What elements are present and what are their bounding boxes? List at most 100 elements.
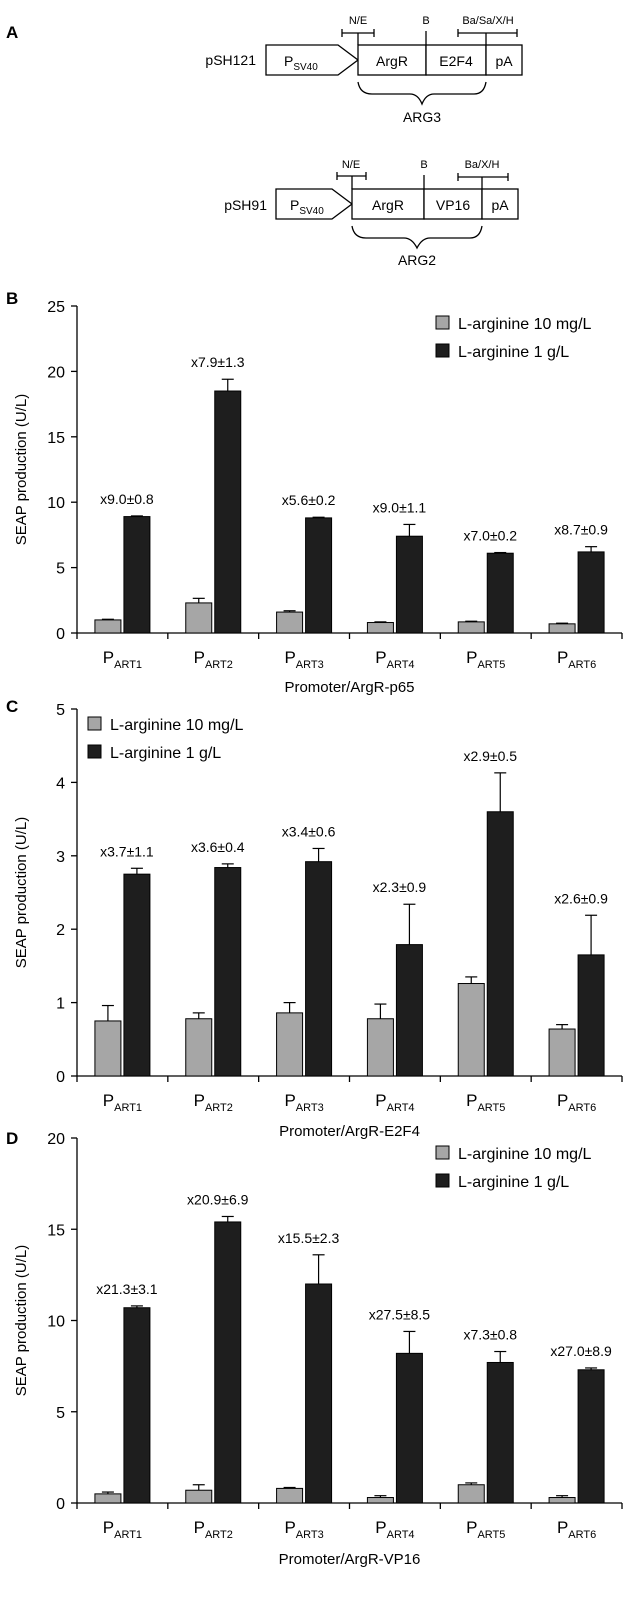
x-axis-label: Promoter/ArgR-p65: [284, 679, 414, 696]
x-tick-label: PART2: [194, 1091, 233, 1114]
y-tick-label: 20: [47, 364, 65, 381]
legend-swatch: [87, 716, 102, 731]
bar-low: [94, 1493, 122, 1504]
bar-high: [486, 1361, 514, 1504]
bar-high: [577, 954, 605, 1077]
bar-high: [577, 551, 605, 634]
legend-swatch: [435, 315, 450, 330]
y-tick-label: 5: [56, 702, 65, 719]
bar-high: [305, 861, 333, 1077]
data-annotation: x27.0±8.9: [550, 1343, 612, 1359]
part-label: E2F4: [439, 53, 473, 69]
fusion-brace: [357, 81, 487, 106]
part-label: ArgR: [376, 53, 408, 69]
data-annotation: x8.7±0.9: [554, 522, 608, 538]
bar-high: [305, 1283, 333, 1504]
part-argr: [351, 188, 425, 220]
legend-label: L-arginine 1 g/L: [110, 745, 221, 762]
data-annotation: x9.0±0.8: [100, 491, 154, 507]
bar-high: [305, 517, 333, 634]
part-label: pA: [491, 197, 509, 213]
x-tick-label: PART3: [284, 1091, 323, 1114]
bar-low: [548, 1497, 576, 1504]
construct-psh121: pSH121 PSV40 ArgR E2F4 pA N/E B Ba/Sa/X/…: [205, 15, 523, 125]
bar-low: [366, 1018, 394, 1077]
bar-low: [366, 622, 394, 634]
site-label: Ba/X/H: [465, 159, 500, 171]
legend-swatch: [435, 1145, 450, 1160]
bar-low: [457, 621, 485, 634]
panel-label: D: [6, 1129, 18, 1148]
x-tick-label: PART3: [284, 648, 323, 671]
site-label: N/E: [342, 159, 360, 171]
panel-label-a: A: [6, 23, 18, 42]
y-tick-label: 0: [56, 1069, 65, 1086]
construct-name: pSH91: [224, 197, 267, 213]
bar-low: [366, 1497, 394, 1504]
x-tick-label: PART1: [103, 648, 142, 671]
data-annotation: x15.5±2.3: [278, 1230, 340, 1246]
bar-low: [185, 602, 213, 634]
site-label: N/E: [349, 15, 367, 27]
y-tick-label: 15: [47, 1222, 65, 1239]
promoter-shape: [265, 44, 360, 76]
y-tick-label: 0: [56, 1496, 65, 1513]
bar-high: [123, 516, 151, 634]
legend-label: L-arginine 1 g/L: [458, 1174, 569, 1191]
x-tick-label: PART5: [466, 648, 505, 671]
x-tick-label: PART1: [103, 1518, 142, 1541]
legend-label: L-arginine 1 g/L: [458, 344, 569, 361]
y-tick-label: 3: [56, 849, 65, 866]
promoter-shape: [275, 188, 354, 220]
x-tick-label: PART4: [375, 1091, 414, 1114]
y-axis-label: SEAP production (U/L): [13, 817, 30, 968]
legend-swatch: [435, 343, 450, 358]
bar-high: [486, 811, 514, 1077]
part-label: pA: [495, 53, 513, 69]
bar-high: [577, 1369, 605, 1504]
construct-name: pSH121: [205, 52, 256, 68]
panel-label: B: [6, 289, 18, 308]
bar-low: [457, 1484, 485, 1504]
promoter-label: PSV40: [284, 53, 318, 73]
fusion-brace: [351, 225, 483, 250]
part-pa: [481, 188, 519, 220]
bar-low: [185, 1018, 213, 1077]
legend-swatch: [87, 744, 102, 759]
data-annotation: x3.7±1.1: [100, 843, 154, 859]
x-tick-label: PART6: [557, 1518, 596, 1541]
y-tick-label: 15: [47, 430, 65, 447]
site-bracket: [457, 173, 509, 181]
bar-low: [94, 619, 122, 634]
x-tick-label: PART6: [557, 648, 596, 671]
data-annotation: x2.9±0.5: [463, 748, 517, 764]
data-annotation: x21.3±3.1: [96, 1281, 158, 1297]
legend-swatch: [435, 1173, 450, 1188]
promoter-label: PSV40: [290, 197, 324, 217]
legend-label: L-arginine 10 mg/L: [458, 1146, 592, 1163]
x-tick-label: PART4: [375, 648, 414, 671]
data-annotation: x3.4±0.6: [282, 823, 336, 839]
y-tick-label: 10: [47, 495, 65, 512]
y-tick-label: 0: [56, 626, 65, 643]
data-annotation: x7.3±0.8: [463, 1327, 517, 1343]
bar-low: [457, 983, 485, 1077]
bar-high: [395, 1352, 423, 1504]
data-annotation: x3.6±0.4: [191, 839, 245, 855]
site-bracket: [336, 172, 367, 180]
legend-label: L-arginine 10 mg/L: [458, 316, 592, 333]
x-tick-label: PART2: [194, 1518, 233, 1541]
site-label: B: [420, 159, 427, 171]
y-axis-label: SEAP production (U/L): [13, 394, 30, 545]
part-pa: [485, 44, 523, 76]
fusion-label: ARG2: [398, 252, 436, 268]
data-annotation: x2.6±0.9: [554, 890, 608, 906]
bar-low: [548, 623, 576, 634]
panel-a: A pSH121 PSV40 ArgR E2F4 pA N/E B Ba/Sa/…: [6, 15, 523, 268]
data-annotation: x7.9±1.3: [191, 354, 245, 370]
data-annotation: x5.6±0.2: [282, 492, 336, 508]
x-tick-label: PART3: [284, 1518, 323, 1541]
x-tick-label: PART2: [194, 648, 233, 671]
x-axis-label: Promoter/ArgR-E2F4: [279, 1123, 420, 1140]
